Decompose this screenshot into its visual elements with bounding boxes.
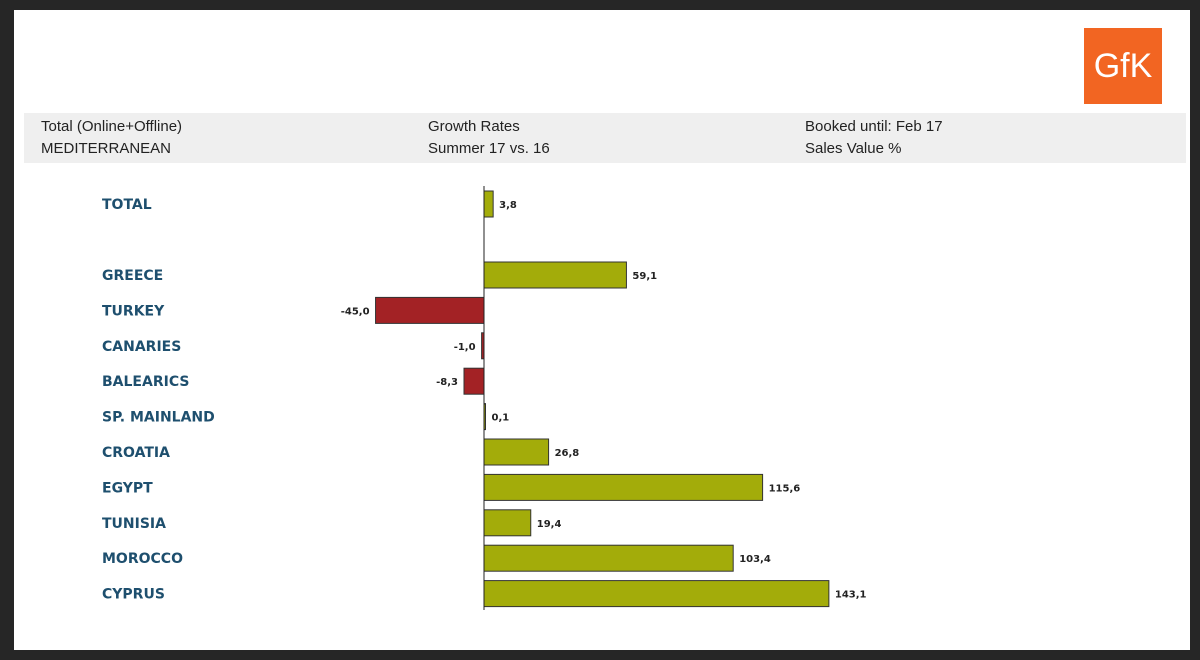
bar bbox=[463, 367, 485, 395]
bar bbox=[483, 509, 532, 537]
category-label: EGYPT bbox=[102, 480, 153, 496]
header-scope: Total (Online+Offline) bbox=[41, 118, 183, 135]
bar bbox=[483, 261, 627, 289]
category-label: CROATIA bbox=[102, 445, 170, 461]
logo-text: GfK bbox=[1093, 46, 1153, 85]
header-period: Summer 17 vs. 16 bbox=[428, 140, 550, 157]
category-label: TURKEY bbox=[102, 303, 165, 319]
header-measure: Sales Value % bbox=[805, 140, 902, 157]
value-label: -8,3 bbox=[436, 377, 458, 388]
chart-panel: GfK Total (Online+Offline) MEDITERRANEAN… bbox=[14, 10, 1190, 650]
category-label: CANARIES bbox=[102, 339, 181, 355]
value-label: 103,4 bbox=[739, 554, 771, 565]
category-label: GREECE bbox=[102, 268, 163, 284]
header-middle: Growth Rates Summer 17 vs. 16 bbox=[428, 116, 550, 160]
value-label: 59,1 bbox=[632, 271, 657, 282]
header-right: Booked until: Feb 17 Sales Value % bbox=[805, 116, 943, 160]
header-booked: Booked until: Feb 17 bbox=[805, 118, 943, 135]
value-label: 26,8 bbox=[555, 448, 580, 459]
value-label: 143,1 bbox=[835, 590, 867, 601]
value-label: -45,0 bbox=[341, 306, 370, 317]
value-label: 3,8 bbox=[499, 200, 517, 211]
bar bbox=[375, 296, 485, 324]
value-label: -1,0 bbox=[454, 342, 476, 353]
value-label: 19,4 bbox=[537, 519, 562, 530]
category-label: SP. MAINLAND bbox=[102, 410, 215, 426]
header-region: MEDITERRANEAN bbox=[41, 140, 172, 157]
header-band: Total (Online+Offline) MEDITERRANEAN Gro… bbox=[24, 113, 1186, 163]
header-metric: Growth Rates bbox=[428, 118, 520, 135]
category-label: CYPRUS bbox=[102, 587, 165, 603]
bar bbox=[483, 544, 734, 572]
header-left: Total (Online+Offline) MEDITERRANEAN bbox=[41, 116, 182, 160]
bar bbox=[483, 438, 550, 466]
category-label: MOROCCO bbox=[102, 551, 183, 567]
value-label: 115,6 bbox=[769, 483, 801, 494]
category-label: TUNISIA bbox=[102, 516, 166, 532]
bar bbox=[483, 580, 830, 608]
bar bbox=[483, 190, 494, 218]
category-label: TOTAL bbox=[102, 197, 152, 213]
bar bbox=[483, 473, 764, 501]
value-label: 0,1 bbox=[492, 413, 510, 424]
gfk-logo: GfK bbox=[1084, 28, 1162, 104]
bar-chart: TOTAL 3,8 GREECE 59,1 TURKEY -45,0 CANARIES -1,… bbox=[102, 186, 867, 610]
category-label: BALEARICS bbox=[102, 374, 189, 390]
